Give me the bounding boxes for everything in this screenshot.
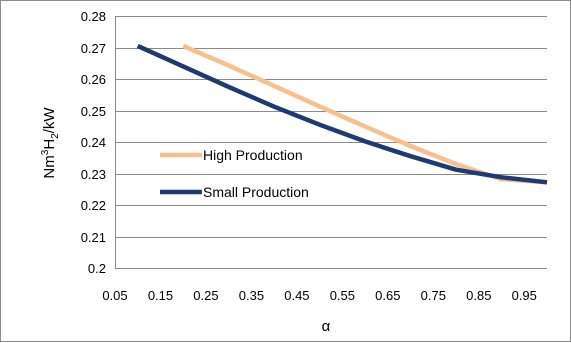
y-tick-label: 0.21 bbox=[81, 230, 106, 245]
series-line-small-production bbox=[136, 43, 548, 185]
y-tick-label: 0.23 bbox=[81, 167, 106, 182]
y-axis-title-subscript: 2 bbox=[50, 133, 61, 139]
y-axis-title: Nm3H2/kW bbox=[40, 107, 61, 179]
legend-label-small-production: Small Production bbox=[203, 184, 309, 200]
x-tick-label: 0.55 bbox=[330, 288, 355, 303]
x-tick-label: 0.95 bbox=[512, 288, 537, 303]
series-lines bbox=[136, 43, 548, 185]
y-axis-title-superscript: 3 bbox=[40, 149, 51, 155]
y-tick-label: 0.25 bbox=[81, 104, 106, 119]
y-tick-label: 0.2 bbox=[88, 261, 106, 276]
y-tick-label: 0.26 bbox=[81, 72, 106, 87]
y-axis-title-tail: /kW bbox=[41, 107, 58, 134]
y-axis-title-group: Nm3H2/kW bbox=[40, 107, 61, 179]
x-tick-label: 0.05 bbox=[102, 288, 127, 303]
x-tick-label: 0.85 bbox=[466, 288, 491, 303]
gridlines bbox=[115, 16, 547, 269]
y-tick-label: 0.24 bbox=[81, 135, 106, 150]
y-tick-label: 0.22 bbox=[81, 198, 106, 213]
y-tick-label: 0.28 bbox=[81, 9, 106, 24]
x-tick-label: 0.45 bbox=[284, 288, 309, 303]
y-axis-title-base: Nm bbox=[41, 155, 58, 178]
x-tick-label: 0.65 bbox=[375, 288, 400, 303]
x-tick-label: 0.15 bbox=[148, 288, 173, 303]
x-tick-label: 0.25 bbox=[193, 288, 218, 303]
legend: High Production Small Production bbox=[160, 147, 309, 200]
x-axis-title: α bbox=[322, 318, 331, 335]
x-tick-label: 0.75 bbox=[421, 288, 446, 303]
y-tick-label: 0.27 bbox=[81, 41, 106, 56]
axes: 0.2 0.21 0.22 0.23 0.24 0.25 0.26 0.27 0.28 0.05 0… bbox=[81, 9, 537, 303]
x-tick-label: 0.35 bbox=[239, 288, 264, 303]
legend-label-high-production: High Production bbox=[203, 147, 303, 163]
y-axis-title-mid: H bbox=[41, 139, 58, 150]
